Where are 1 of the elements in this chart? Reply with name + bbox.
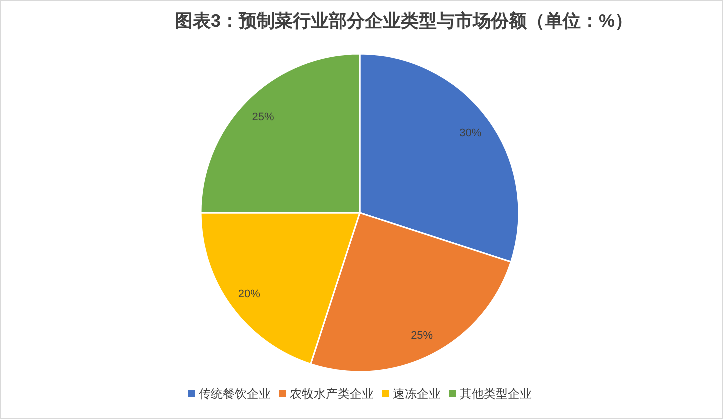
title: 图表3：预制菜行业部分企业类型与市场份额（单位：%）: [175, 11, 633, 31]
